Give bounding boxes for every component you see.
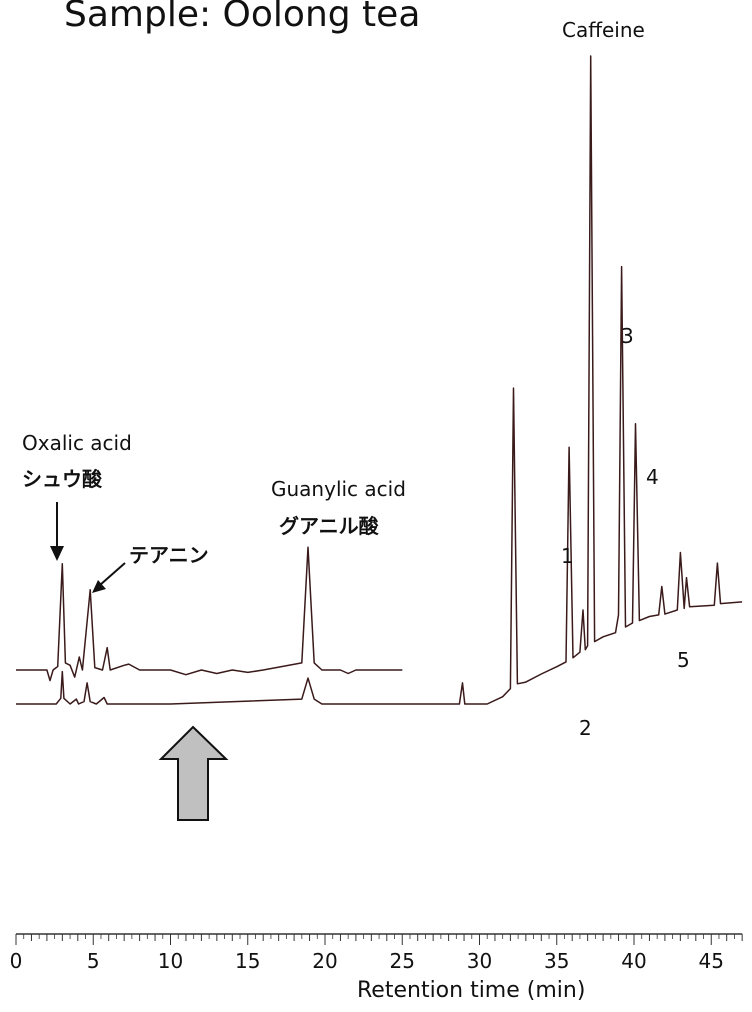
x-tick-label: 45 (699, 949, 724, 973)
peak-2-label: 2 (579, 716, 592, 740)
main-trace-group (16, 55, 743, 705)
main-trace-line (16, 55, 743, 705)
x-tick-label: 25 (390, 949, 415, 973)
oxalic-acid-label: Oxalic acid (22, 431, 132, 455)
oxalic-arrow (50, 502, 64, 561)
guanylic-acid-jp-label: グアニル酸 (279, 514, 380, 538)
guanylic-acid-label: Guanylic acid (271, 477, 406, 501)
peak-3-label: 3 (621, 324, 634, 348)
theanine-arrow (92, 562, 126, 593)
caffeine-label: Caffeine (562, 18, 645, 42)
x-tick-label: 40 (621, 949, 646, 973)
x-tick-label: 30 (467, 949, 492, 973)
x-tick-label: 10 (158, 949, 183, 973)
x-tick-label: 15 (235, 949, 260, 973)
chart-title: Sample: Oolong tea (64, 0, 420, 35)
inset-trace-group (16, 546, 403, 682)
x-tick-label: 35 (544, 949, 569, 973)
peak-1-label: 1 (561, 544, 574, 568)
x-tick-label: 5 (87, 949, 100, 973)
expand-up-arrow-icon (158, 725, 229, 821)
x-tick-label: 0 (10, 949, 23, 973)
x-tick-label: 20 (312, 949, 337, 973)
x-axis: 0 5 10 15 20 25 30 35 40 45 (10, 933, 743, 973)
oxalic-acid-jp-label: シュウ酸 (22, 467, 103, 491)
peak-4-label: 4 (646, 465, 659, 489)
inset-trace-line (16, 546, 403, 682)
peak-5-label: 5 (677, 648, 690, 672)
x-axis-label: Retention time (min) (357, 978, 585, 1003)
theanine-jp-label: テアニン (129, 543, 209, 567)
